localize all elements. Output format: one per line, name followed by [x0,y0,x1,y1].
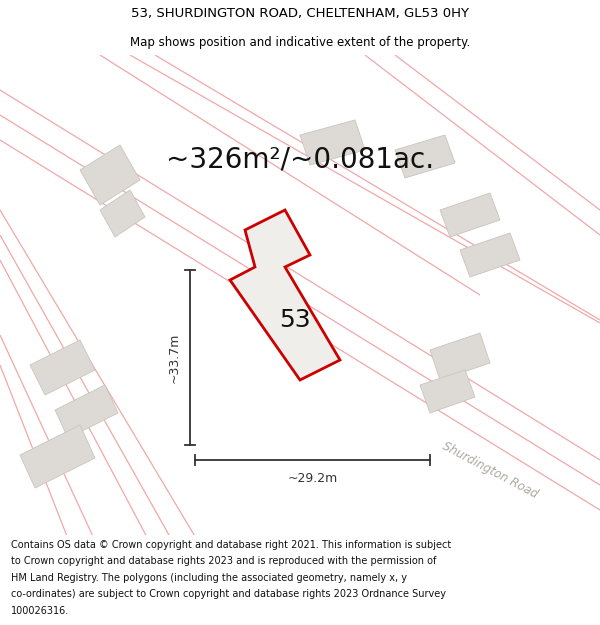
Polygon shape [300,120,365,165]
Text: ~33.7m: ~33.7m [167,332,181,382]
Text: to Crown copyright and database rights 2023 and is reproduced with the permissio: to Crown copyright and database rights 2… [11,556,436,566]
Polygon shape [20,425,95,488]
Polygon shape [55,385,118,438]
Polygon shape [230,210,340,380]
Text: ~326m²/~0.081ac.: ~326m²/~0.081ac. [166,146,434,174]
Text: 53: 53 [279,308,311,332]
Text: Map shows position and indicative extent of the property.: Map shows position and indicative extent… [130,36,470,49]
Text: 100026316.: 100026316. [11,606,69,616]
Text: Contains OS data © Crown copyright and database right 2021. This information is : Contains OS data © Crown copyright and d… [11,539,451,549]
Text: 53, SHURDINGTON ROAD, CHELTENHAM, GL53 0HY: 53, SHURDINGTON ROAD, CHELTENHAM, GL53 0… [131,8,469,20]
Text: co-ordinates) are subject to Crown copyright and database rights 2023 Ordnance S: co-ordinates) are subject to Crown copyr… [11,589,446,599]
Polygon shape [440,193,500,237]
Polygon shape [460,233,520,277]
Polygon shape [430,333,490,380]
Text: Shurdington Road: Shurdington Road [440,439,540,501]
Text: HM Land Registry. The polygons (including the associated geometry, namely x, y: HM Land Registry. The polygons (includin… [11,572,407,582]
Polygon shape [420,370,475,413]
Polygon shape [30,340,95,395]
Polygon shape [100,190,145,237]
Polygon shape [80,145,140,205]
Polygon shape [395,135,455,178]
Text: ~29.2m: ~29.2m [287,471,338,484]
